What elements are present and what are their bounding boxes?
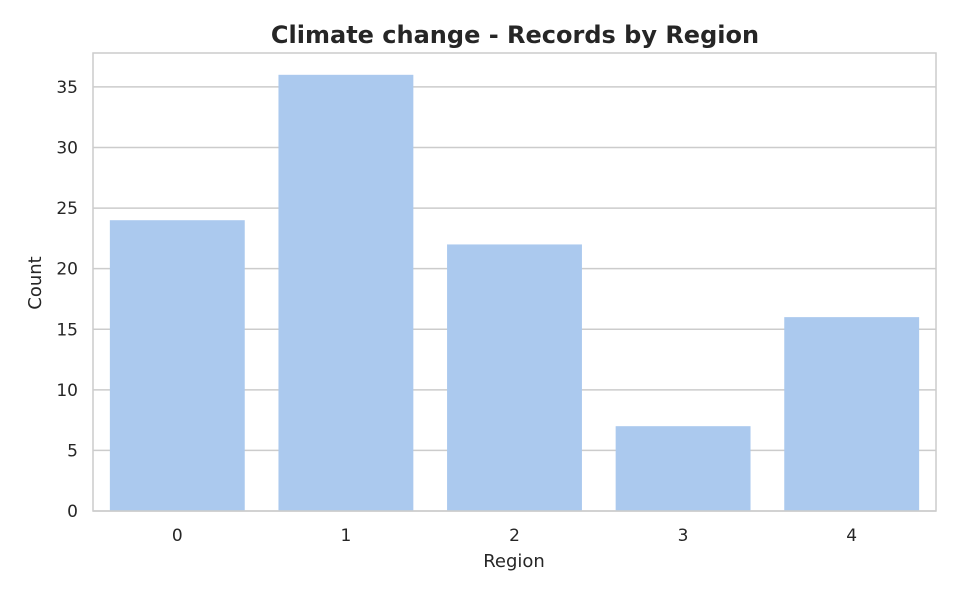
y-tick-label-2: 10 bbox=[56, 381, 78, 401]
y-tick-label-7: 35 bbox=[56, 78, 78, 98]
x-axis-label: Region bbox=[483, 551, 545, 572]
y-axis-label: Count bbox=[25, 256, 46, 309]
x-tick-label-0: 0 bbox=[172, 526, 183, 546]
plot-frame bbox=[92, 52, 937, 512]
x-tick-label-3: 3 bbox=[678, 526, 689, 546]
y-tick-label-0: 0 bbox=[67, 502, 78, 522]
x-tick-label-1: 1 bbox=[340, 526, 351, 546]
bar-1 bbox=[278, 74, 414, 512]
bar-0 bbox=[109, 220, 245, 511]
bars bbox=[109, 74, 920, 512]
y-tick-label-6: 30 bbox=[56, 139, 78, 159]
x-tick-label-4: 4 bbox=[846, 526, 857, 546]
y-tick-label-3: 15 bbox=[56, 320, 78, 340]
y-tick-label-1: 5 bbox=[67, 441, 78, 461]
bar-2 bbox=[447, 244, 582, 511]
y-tick-label-5: 25 bbox=[56, 199, 78, 219]
chart-title: Climate change - Records by Region bbox=[271, 21, 759, 49]
bar-3 bbox=[615, 426, 751, 511]
y-tick-label-4: 20 bbox=[56, 260, 78, 280]
x-axis-ticks: 0 1 2 3 4 bbox=[172, 526, 857, 546]
bar-4 bbox=[784, 317, 920, 511]
x-tick-label-2: 2 bbox=[509, 526, 520, 546]
y-axis-ticks: 0 5 10 15 20 25 30 35 bbox=[56, 78, 78, 522]
